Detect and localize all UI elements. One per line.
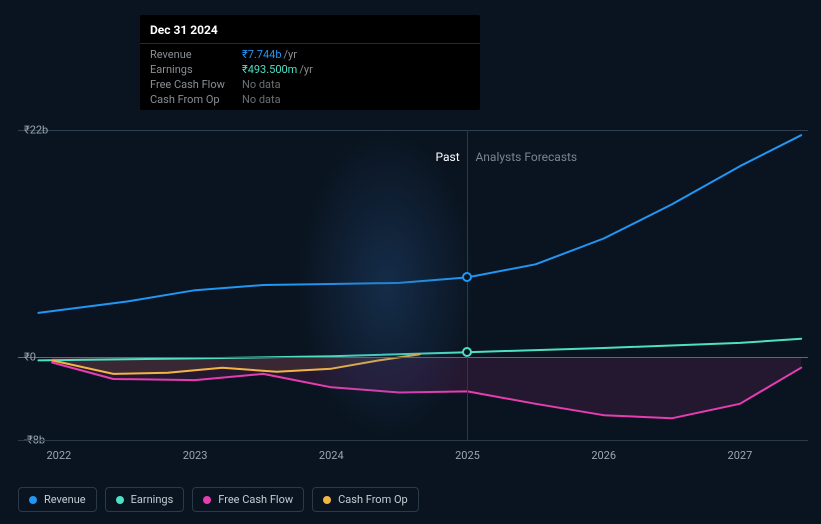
legend: Revenue Earnings Free Cash Flow Cash From O… [18, 487, 419, 512]
x-axis-label: 2025 [455, 449, 480, 462]
tooltip-row-label: Cash From Op [150, 93, 242, 106]
legend-dot-icon [323, 496, 331, 504]
y-axis-label: ₹22b [24, 124, 48, 137]
legend-dot-icon [203, 496, 211, 504]
tooltip-body: Revenue₹7.744b /yrEarnings₹493.500m /yrF… [140, 43, 480, 110]
tooltip-row: Cash From OpNo data [140, 92, 480, 107]
legend-dot-icon [29, 496, 37, 504]
legend-item-label: Cash From Op [338, 493, 408, 506]
tooltip-row-label: Earnings [150, 63, 242, 76]
tooltip-row-label: Revenue [150, 48, 242, 61]
tooltip-row-unit: /yr [284, 48, 297, 61]
gridline [18, 130, 808, 131]
chart-tooltip: Dec 31 2024 Revenue₹7.744b /yrEarnings₹4… [140, 15, 480, 110]
legend-item-earnings[interactable]: Earnings [105, 487, 185, 512]
hover-marker [462, 347, 472, 357]
legend-item-label: Earnings [131, 493, 174, 506]
legend-item-cash_from_op[interactable]: Cash From Op [312, 487, 419, 512]
chart-svg [18, 130, 808, 440]
hover-marker [462, 272, 472, 282]
x-axis-label: 2023 [183, 449, 208, 462]
legend-item-revenue[interactable]: Revenue [18, 487, 97, 512]
x-axis-label: 2024 [319, 449, 344, 462]
x-axis-label: 2026 [591, 449, 616, 462]
series-line-revenue [38, 135, 801, 313]
past-forecast-divider [467, 130, 468, 440]
y-axis-label: ₹0 [24, 351, 36, 364]
legend-item-label: Free Cash Flow [218, 493, 293, 506]
tooltip-row-value: ₹7.744b [242, 48, 282, 61]
tooltip-row-value: ₹493.500m [242, 63, 297, 76]
tooltip-row-label: Free Cash Flow [150, 78, 242, 91]
legend-item-label: Revenue [44, 493, 86, 506]
gridline [18, 357, 808, 358]
forecast-label: Analysts Forecasts [475, 150, 577, 164]
x-axis-label: 2027 [728, 449, 753, 462]
past-label: Past [435, 150, 459, 164]
chart-area: ₹22b₹0-₹8b202220232024202520262027PastAn… [18, 130, 808, 440]
tooltip-row-unit: /yr [299, 63, 312, 76]
tooltip-row-nodata: No data [242, 93, 281, 106]
legend-dot-icon [116, 496, 124, 504]
tooltip-row: Earnings₹493.500m /yr [140, 62, 480, 77]
tooltip-date: Dec 31 2024 [140, 15, 480, 43]
tooltip-row: Free Cash FlowNo data [140, 77, 480, 92]
tooltip-row-nodata: No data [242, 78, 281, 91]
legend-item-free_cash_flow[interactable]: Free Cash Flow [192, 487, 304, 512]
x-axis-label: 2022 [46, 449, 71, 462]
tooltip-row: Revenue₹7.744b /yr [140, 47, 480, 62]
